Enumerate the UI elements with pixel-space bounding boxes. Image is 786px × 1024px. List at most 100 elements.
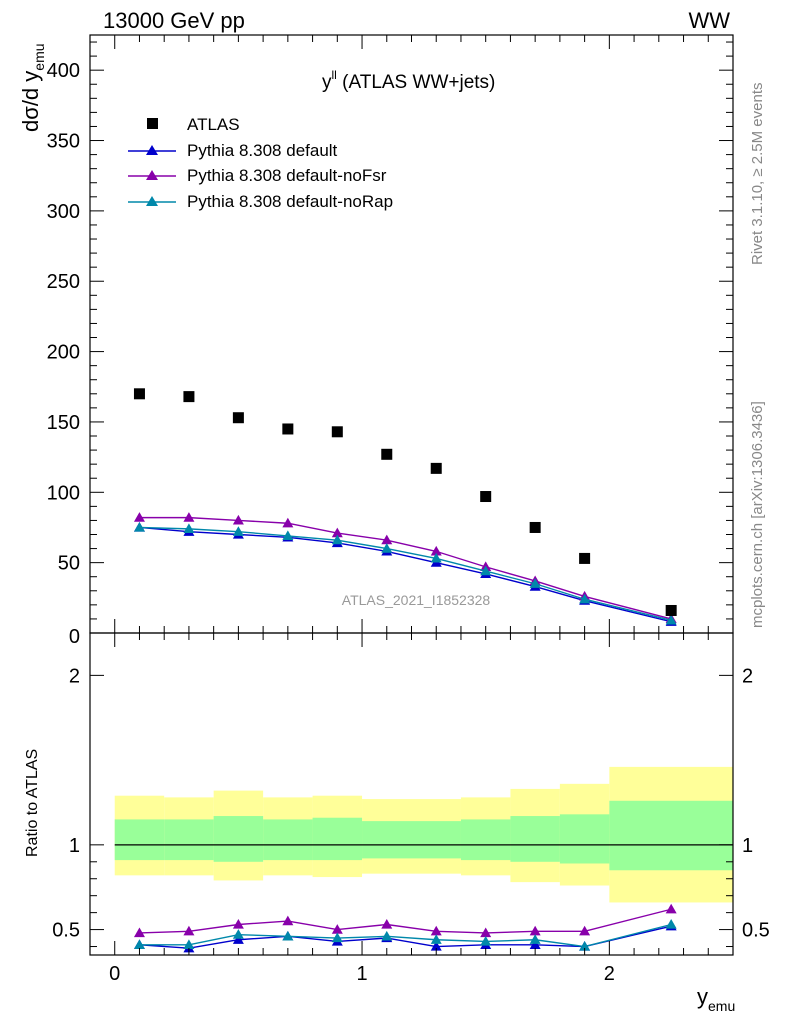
main-point-series-2 (232, 514, 244, 525)
ratio-point-series-2 (232, 929, 244, 939)
main-point-series-3 (480, 565, 492, 576)
main-point-series-2 (133, 512, 145, 522)
main-point-series-3 (232, 526, 244, 536)
legend-item-norap: Pythia 8.308 default-noRap (128, 192, 393, 211)
main-x-ticks (114, 35, 709, 633)
ratio-x-axis: 0 1 2 (109, 633, 709, 985)
uncertainty-band-inner (411, 821, 461, 859)
legend-label-default: Pythia 8.308 default (187, 141, 338, 160)
main-y-axis-title-sub: emu (31, 43, 47, 70)
ratio-y-tick-label: 0.5 (52, 920, 80, 942)
main-point-series-2 (282, 517, 294, 528)
legend-item-nofsr: Pythia 8.308 default-noFsr (128, 166, 387, 185)
ratio-series-line-1 (139, 908, 672, 934)
atlas-data-point (430, 462, 442, 474)
main-y-tick-label: 300 (47, 201, 80, 223)
main-y-tick-label: 200 (47, 342, 80, 364)
uncertainty-band-inner (362, 821, 412, 859)
ratio-point-series-1 (331, 924, 343, 934)
legend-marker-norap (146, 196, 158, 206)
main-point-series-2 (331, 527, 343, 538)
atlas-data-point (133, 388, 145, 400)
analysis-watermark: ATLAS_2021_I1852328 (342, 592, 491, 608)
ratio-y-axis: 0.5 0.5 1 1 2 2 (52, 665, 770, 948)
ratio-point-series-2 (430, 934, 442, 944)
legend-label-nofsr: Pythia 8.308 default-noFsr (187, 166, 387, 185)
uncertainty-band-inner (263, 819, 313, 861)
legend: ATLAS Pythia 8.308 default Pythia 8.308 … (128, 115, 393, 211)
atlas-data-point (282, 423, 294, 435)
main-point-series-2 (183, 512, 195, 522)
atlas-data-point (381, 448, 393, 460)
mcplots-label: mcplots.cern.ch [arXiv:1306.3436] (749, 401, 766, 628)
main-point-series-3 (665, 614, 677, 625)
ratio-point-series-1 (529, 925, 541, 936)
main-y-tick-label: 250 (47, 271, 80, 293)
atlas-data-point (480, 491, 492, 503)
ratio-point-series-2 (579, 941, 591, 951)
atlas-data-point (232, 412, 244, 424)
ratio-y-tick-label-right: 0.5 (742, 920, 770, 942)
main-y-tick-label: 50 (58, 553, 80, 575)
ratio-point-series-1 (232, 918, 244, 929)
ratio-point-series-0 (232, 934, 244, 944)
main-y-axis: 50 100 150 200 250 300 350 400 (47, 41, 733, 620)
ratio-point-series-2 (381, 930, 393, 941)
main-y-tick-label: 150 (47, 412, 80, 434)
ratio-point-series-1 (183, 925, 195, 936)
main-y-axis-title: dσ/d yemu (18, 43, 47, 132)
main-point-series-3 (331, 534, 343, 545)
atlas-data-point (331, 426, 343, 438)
uncertainty-band-inner (114, 819, 165, 861)
main-point-series-3 (282, 530, 294, 541)
ratio-point-series-1 (430, 925, 442, 936)
plot-title-main: y (322, 72, 332, 93)
atlas-data-point (183, 391, 195, 403)
ratio-y-tick-label-right: 2 (742, 665, 753, 687)
legend-marker-default (146, 145, 158, 155)
atlas-data-point (579, 552, 591, 564)
ratio-y-tick-label: 2 (69, 665, 80, 687)
main-point-series-3 (529, 578, 541, 588)
x-tick-label: 2 (604, 963, 615, 985)
uncertainty-band-inner (609, 800, 733, 871)
x-axis-title-sub: emu (708, 998, 735, 1014)
ratio-point-series-0 (430, 941, 442, 951)
ratio-point-series-2 (331, 932, 343, 943)
rivet-label: Rivet 3.1.10, ≥ 2.5M events (749, 83, 766, 266)
plot-title-rest: (ATLAS WW+jets) (337, 72, 496, 93)
ratio-point-series-2 (480, 935, 492, 946)
ratio-point-series-2 (183, 939, 195, 949)
legend-label-norap: Pythia 8.308 default-noRap (187, 192, 393, 211)
plot-title-sup: ll (332, 68, 337, 82)
legend-marker-nofsr (146, 170, 158, 180)
main-point-series-3 (579, 593, 591, 604)
ratio-point-series-2 (133, 939, 145, 949)
atlas-data-point (529, 521, 541, 533)
main-point-series-3 (183, 523, 195, 534)
x-tick-label: 0 (109, 963, 120, 985)
uncertainty-band-inner (213, 816, 264, 862)
main-y-tick-label-0: 0 (69, 626, 80, 648)
ratio-plot-area (114, 766, 733, 953)
ratio-y-tick-label: 1 (69, 835, 80, 857)
ratio-panel: 0.5 0.5 1 1 2 2 0 1 2 Ratio to ATLAS yemu (24, 632, 770, 1014)
main-plot-area (133, 388, 677, 626)
legend-item-atlas: ATLAS (147, 115, 240, 134)
legend-label-atlas: ATLAS (187, 115, 240, 134)
main-point-series-2 (381, 534, 393, 545)
main-point-series-3 (430, 552, 442, 563)
ratio-point-series-1 (282, 915, 294, 926)
legend-item-default: Pythia 8.308 default (128, 141, 338, 160)
uncertainty-band-inner (164, 819, 214, 861)
legend-marker-atlas (147, 118, 158, 129)
uncertainty-band-inner (312, 817, 363, 861)
uncertainty-band-inner (460, 819, 511, 861)
main-y-tick-label: 400 (47, 60, 80, 82)
main-panel: 50 100 150 200 250 300 350 400 0 yll (ATLAS WW+… (18, 34, 734, 648)
plot-title: yll (ATLAS WW+jets) (322, 68, 495, 93)
ratio-y-tick-label-right: 1 (742, 835, 753, 857)
ratio-point-series-1 (480, 927, 492, 938)
collision-label: 13000 GeV pp (103, 8, 245, 33)
